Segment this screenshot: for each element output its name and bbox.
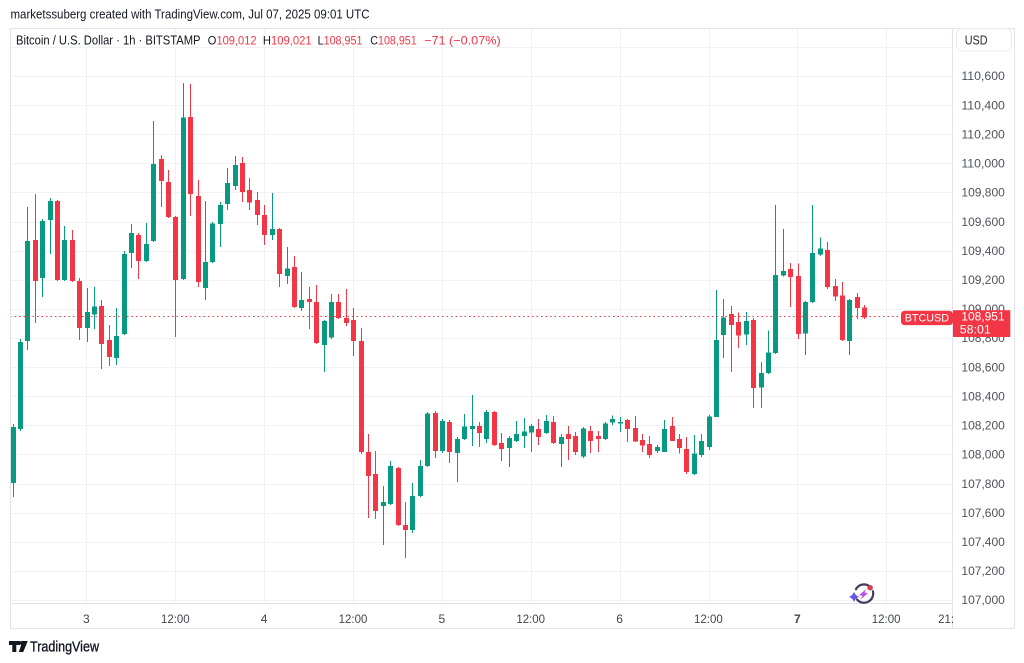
- svg-text:C108,951: C108,951: [370, 34, 417, 48]
- svg-text:109,600: 109,600: [961, 215, 1005, 229]
- svg-text:12:00: 12:00: [516, 612, 545, 626]
- svg-text:5: 5: [439, 612, 446, 626]
- svg-text:O109,012: O109,012: [208, 34, 257, 48]
- svg-text:BTCUSD: BTCUSD: [905, 313, 949, 325]
- svg-text:108,951: 108,951: [961, 310, 1004, 323]
- svg-text:107,400: 107,400: [961, 535, 1005, 549]
- svg-text:12:00: 12:00: [339, 612, 368, 626]
- svg-text:−71 (−0.07%): −71 (−0.07%): [424, 34, 501, 48]
- svg-text:4: 4: [261, 612, 268, 626]
- svg-text:12:00: 12:00: [872, 612, 901, 626]
- svg-text:7: 7: [794, 612, 801, 626]
- svg-text:3: 3: [83, 612, 90, 626]
- svg-text:6: 6: [616, 612, 623, 626]
- svg-text:58:01: 58:01: [960, 324, 991, 336]
- svg-text:108,000: 108,000: [961, 448, 1005, 462]
- svg-text:marketssuberg created with Tra: marketssuberg created with TradingView.c…: [11, 8, 370, 22]
- svg-text:107,000: 107,000: [961, 593, 1005, 607]
- svg-text:H109,021: H109,021: [263, 34, 312, 48]
- svg-text:107,800: 107,800: [961, 477, 1005, 491]
- svg-text:USD: USD: [965, 32, 988, 47]
- svg-text:110,400: 110,400: [961, 98, 1005, 112]
- svg-text:L108,951: L108,951: [318, 34, 363, 48]
- svg-text:109,400: 109,400: [961, 244, 1005, 258]
- svg-text:107,600: 107,600: [961, 506, 1005, 520]
- svg-text:21:00: 21:00: [938, 612, 967, 626]
- svg-text:12:00: 12:00: [161, 612, 190, 626]
- svg-text:Bitcoin / U.S. Dollar · 1h · B: Bitcoin / U.S. Dollar · 1h · BITSTAMP: [16, 34, 201, 48]
- svg-text:110,600: 110,600: [961, 69, 1005, 83]
- svg-text:107,200: 107,200: [961, 564, 1005, 578]
- svg-text:110,000: 110,000: [961, 157, 1005, 171]
- svg-text:109,200: 109,200: [961, 273, 1005, 287]
- svg-text:110,200: 110,200: [961, 127, 1005, 141]
- svg-text:12:00: 12:00: [694, 612, 723, 626]
- svg-text:108,600: 108,600: [961, 360, 1005, 374]
- svg-text:108,400: 108,400: [961, 389, 1005, 403]
- svg-text:108,200: 108,200: [961, 419, 1005, 433]
- svg-text:109,800: 109,800: [961, 186, 1005, 200]
- svg-text:TradingView: TradingView: [30, 640, 99, 656]
